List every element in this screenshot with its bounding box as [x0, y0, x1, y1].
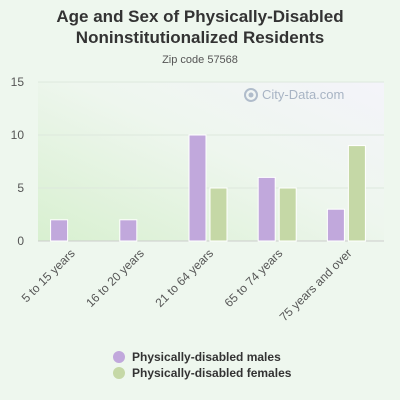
x-tick-label: 16 to 20 years — [83, 246, 147, 310]
bar-male — [257, 176, 276, 242]
y-tick-label: 10 — [11, 128, 25, 142]
legend-item-males: Physically-disabled males — [113, 349, 291, 365]
x-tick-label: 65 to 74 years — [222, 246, 286, 310]
legend-label-males: Physically-disabled males — [132, 350, 281, 364]
y-tick-label: 0 — [17, 234, 24, 248]
bar-male — [326, 208, 345, 242]
watermark-logo: City-Data.com — [244, 87, 344, 102]
y-tick-label: 5 — [17, 181, 24, 195]
bar-female — [209, 187, 228, 242]
legend-swatch-females — [113, 367, 125, 379]
y-tick-label: 15 — [11, 75, 25, 89]
x-tick-label: 21 to 64 years — [152, 246, 216, 310]
bar-male — [50, 219, 69, 242]
bar-female — [278, 187, 297, 242]
legend-label-females: Physically-disabled females — [132, 366, 292, 380]
legend: Physically-disabled males Physically-dis… — [113, 349, 291, 381]
legend-item-females: Physically-disabled females — [113, 365, 291, 381]
chart-title: Age and Sex of Physically-Disabled Nonin… — [56, 7, 344, 47]
bar-male — [188, 134, 207, 242]
x-tick-label: 5 to 15 years — [19, 246, 78, 305]
x-tick-label: 75 years and over — [277, 246, 355, 324]
legend-swatch-males — [113, 351, 125, 363]
watermark-text: City-Data.com — [262, 87, 344, 102]
bar-male — [119, 219, 138, 242]
bar-female — [347, 145, 366, 242]
chart-subtitle: Zip code 57568 — [162, 54, 238, 66]
